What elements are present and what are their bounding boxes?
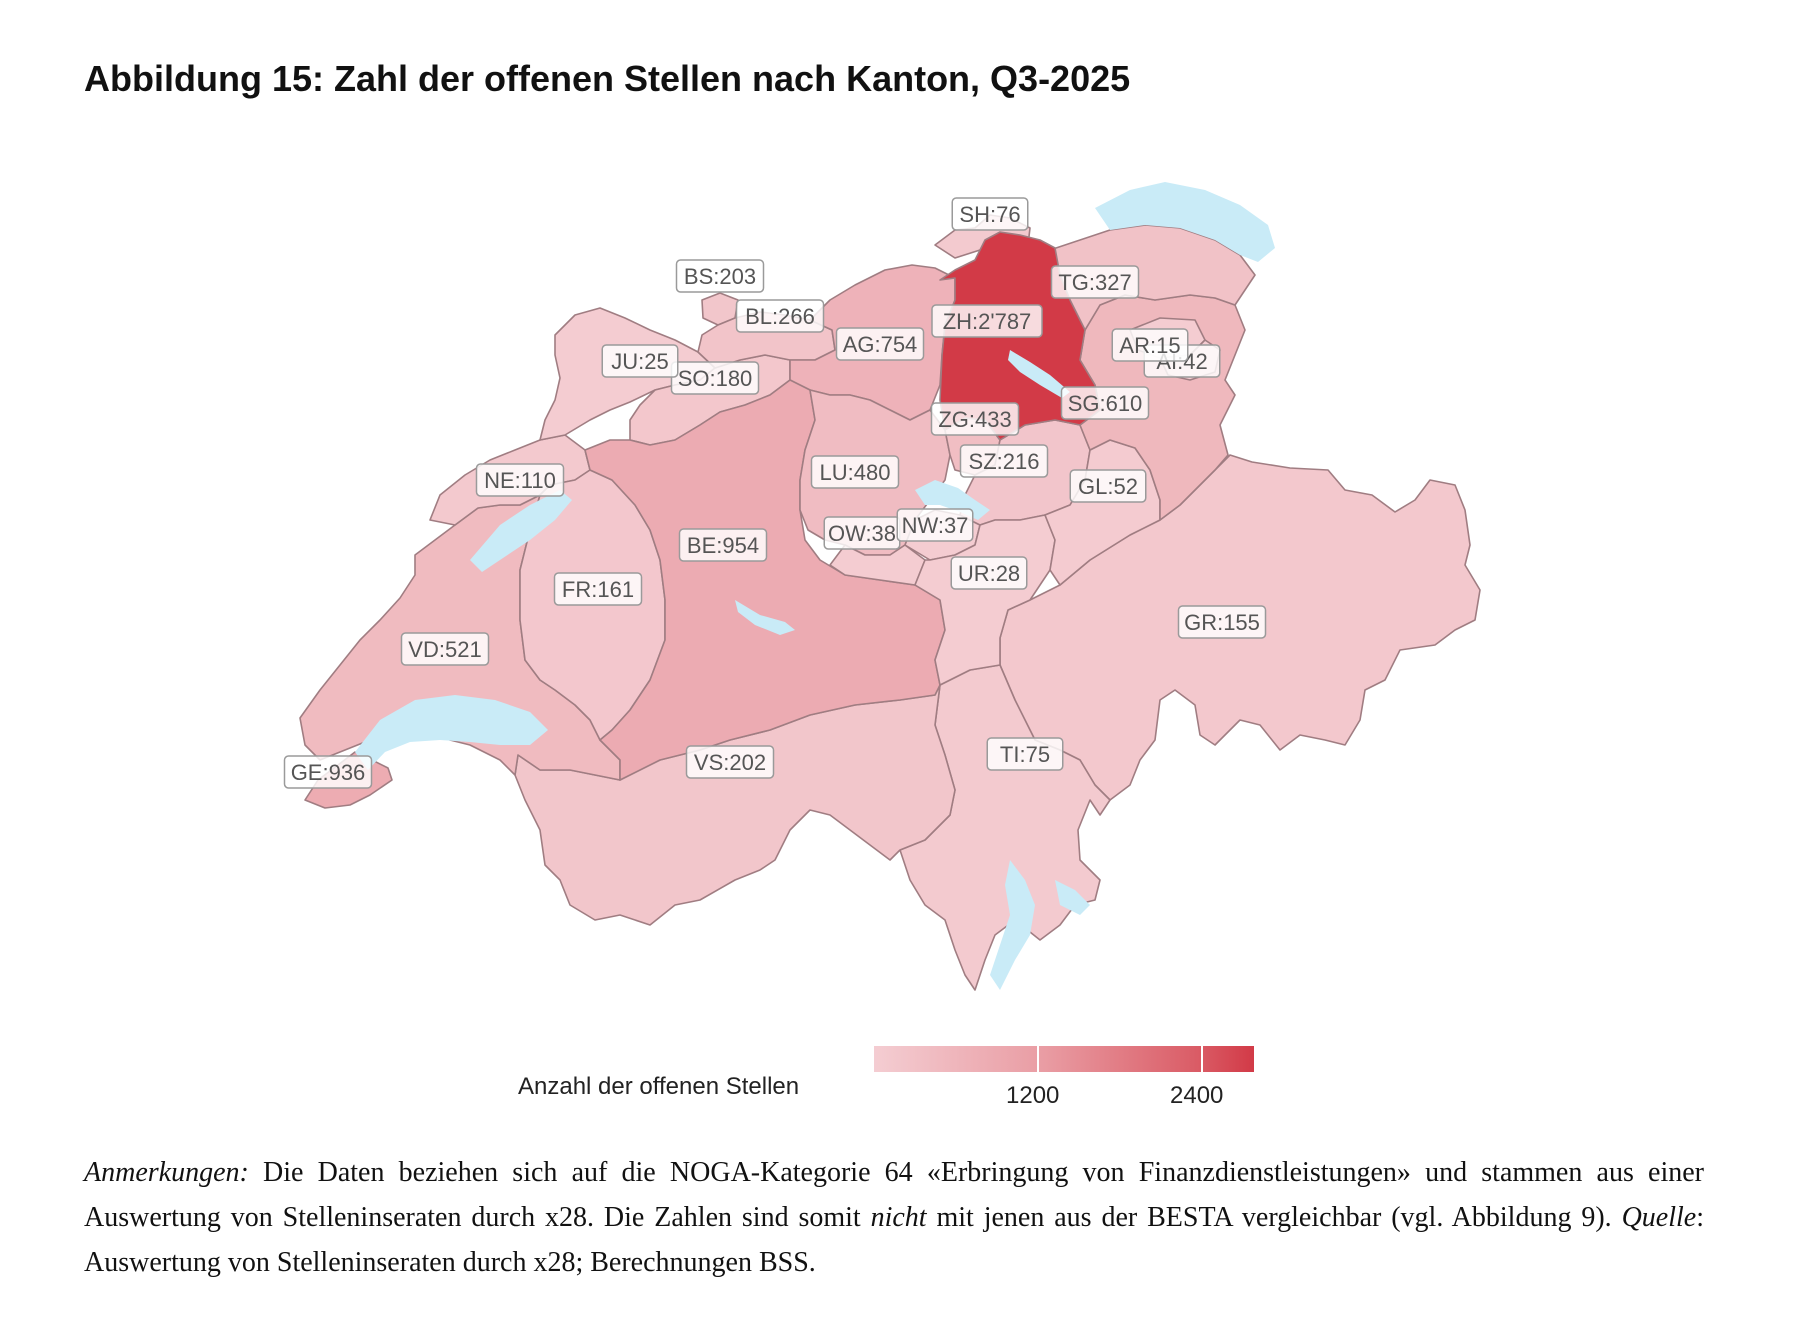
canton-label-text: BS:203 bbox=[684, 264, 756, 289]
canton-label-text: SH:76 bbox=[959, 202, 1020, 227]
canton-label-sg: SG:610 bbox=[1060, 386, 1150, 420]
canton-label-bl: BL:266 bbox=[735, 299, 825, 333]
canton-label-vd: VD:521 bbox=[400, 632, 490, 666]
canton-label-ge: GE:936 bbox=[283, 755, 373, 789]
canton-label-box bbox=[931, 304, 1043, 338]
canton-label-box bbox=[400, 632, 490, 666]
canton-label-ne: NE:110 bbox=[475, 463, 565, 497]
canton-label-text: NW:37 bbox=[902, 513, 969, 538]
notes-label: Anmerkungen: bbox=[84, 1157, 249, 1188]
source-label: Quelle bbox=[1621, 1202, 1697, 1233]
canton-label-sh: SH:76 bbox=[951, 197, 1029, 231]
canton-label-text: ZG:433 bbox=[938, 407, 1011, 432]
canton-label-box bbox=[950, 556, 1028, 590]
legend-tick-label: 2400 bbox=[1170, 1082, 1224, 1109]
canton-label-box bbox=[1111, 328, 1189, 362]
canton-label-fr: FR:161 bbox=[553, 572, 643, 606]
canton-label-zg: ZG:433 bbox=[930, 402, 1020, 436]
canton-label-text: FR:161 bbox=[562, 577, 634, 602]
canton-label-box bbox=[1060, 386, 1150, 420]
canton-label-text: BL:266 bbox=[745, 304, 815, 329]
canton-label-box bbox=[553, 572, 643, 606]
canton-label-text: TG:327 bbox=[1058, 270, 1131, 295]
canton-label-be: BE:954 bbox=[678, 528, 768, 562]
figure-notes: Anmerkungen: Die Daten beziehen sich auf… bbox=[84, 1150, 1704, 1285]
notes-emphasis: nicht bbox=[870, 1202, 927, 1233]
canton-label-box bbox=[959, 444, 1049, 478]
lake-geneva bbox=[355, 695, 548, 770]
switzerland-map-svg: ZH:2'787 GE:936 BE:954 AG:754 SG:610 VD:521 LU… bbox=[283, 182, 1481, 991]
canton-label-text: VS:202 bbox=[694, 750, 766, 775]
choropleth-map: ZH:2'787 GE:936 BE:954 AG:754 SG:610 VD:521 LU… bbox=[283, 182, 1481, 991]
canton-label-box bbox=[930, 402, 1020, 436]
legend-tick-mark bbox=[1201, 1046, 1203, 1072]
lake-maggiore bbox=[990, 860, 1035, 990]
lake-lugano bbox=[1055, 880, 1090, 915]
canton-label-box bbox=[678, 528, 768, 562]
canton-label-gl: GL:52 bbox=[1069, 469, 1147, 503]
canton-label-text: LU:480 bbox=[820, 460, 891, 485]
canton-label-ur: UR:28 bbox=[950, 556, 1028, 590]
canton-label-text: UR:28 bbox=[958, 561, 1020, 586]
lake-constance bbox=[1095, 182, 1275, 262]
canton-label-text: JU:25 bbox=[611, 349, 668, 374]
canton-label-box bbox=[1069, 469, 1147, 503]
canton-label-bs: BS:203 bbox=[675, 259, 765, 293]
canton-label-box bbox=[951, 197, 1029, 231]
canton-label-text: SZ:216 bbox=[969, 449, 1040, 474]
canton-label-ti: TI:75 bbox=[986, 737, 1064, 771]
canton-label-so: SO:180 bbox=[670, 361, 760, 395]
legend-tick-mark bbox=[1037, 1046, 1039, 1072]
canton-label-box bbox=[675, 259, 765, 293]
canton-label-nw: NW:37 bbox=[896, 508, 974, 542]
canton-label-text: NE:110 bbox=[484, 468, 556, 493]
legend-title: Anzahl der offenen Stellen bbox=[518, 1073, 800, 1100]
canton-label-ag: AG:754 bbox=[835, 327, 925, 361]
canton-label-box bbox=[835, 327, 925, 361]
canton-label-gr: GR:155 bbox=[1177, 605, 1267, 639]
canton-label-ju: JU:25 bbox=[601, 344, 679, 378]
canton-label-box bbox=[283, 755, 373, 789]
canton-label-sz: SZ:216 bbox=[959, 444, 1049, 478]
canton-label-text: GE:936 bbox=[291, 760, 366, 785]
canton-label-lu: LU:480 bbox=[810, 455, 900, 489]
lake-zurich bbox=[1008, 350, 1070, 398]
canton-label-text: TI:75 bbox=[1000, 742, 1050, 767]
canton-label-text: AR:15 bbox=[1119, 333, 1180, 358]
canton-label-text: ZH:2'787 bbox=[943, 309, 1032, 334]
lake-thun bbox=[735, 600, 795, 635]
canton-label-box bbox=[670, 361, 760, 395]
canton-label-text: SO:180 bbox=[678, 366, 753, 391]
canton-label-text: SG:610 bbox=[1068, 391, 1143, 416]
canton-label-text: BE:954 bbox=[687, 533, 759, 558]
canton-label-vs: VS:202 bbox=[685, 745, 775, 779]
legend-tick-label: 1200 bbox=[1006, 1082, 1060, 1109]
notes-text-3: : Auswertung von Stelleninseraten durch … bbox=[84, 1202, 1704, 1278]
canton-label-text: GL:52 bbox=[1078, 474, 1138, 499]
canton-label-box bbox=[986, 737, 1064, 771]
canton-label-box bbox=[1177, 605, 1267, 639]
canton-labels: ZH:2'787 GE:936 BE:954 AG:754 SG:610 VD:521 LU… bbox=[283, 197, 1267, 789]
canton-label-zh: ZH:2'787 bbox=[931, 304, 1043, 338]
canton-label-box bbox=[735, 299, 825, 333]
canton-label-ar: AR:15 bbox=[1111, 328, 1189, 362]
canton-label-text: AG:754 bbox=[843, 332, 918, 357]
canton-label-ow: OW:38 bbox=[823, 516, 901, 550]
canton-label-tg: TG:327 bbox=[1050, 265, 1140, 299]
canton-label-box bbox=[685, 745, 775, 779]
canton-label-box bbox=[475, 463, 565, 497]
canton-label-box bbox=[1050, 265, 1140, 299]
canton-label-text: OW:38 bbox=[828, 521, 896, 546]
canton-label-box bbox=[896, 508, 974, 542]
lake-neuchatel bbox=[470, 490, 572, 572]
canton-label-box bbox=[810, 455, 900, 489]
canton-label-box bbox=[601, 344, 679, 378]
canton-label-text: GR:155 bbox=[1184, 610, 1260, 635]
figure-title: Abbildung 15: Zahl der offenen Stellen n… bbox=[84, 58, 1131, 99]
notes-text-2: mit jenen aus der BESTA vergleichbar (vg… bbox=[926, 1202, 1622, 1233]
canton-label-text: VD:521 bbox=[408, 637, 481, 662]
notes-text-1: Die Daten beziehen sich auf die NOGA-Kat… bbox=[84, 1157, 1704, 1233]
legend-color-bar bbox=[874, 1046, 1254, 1072]
